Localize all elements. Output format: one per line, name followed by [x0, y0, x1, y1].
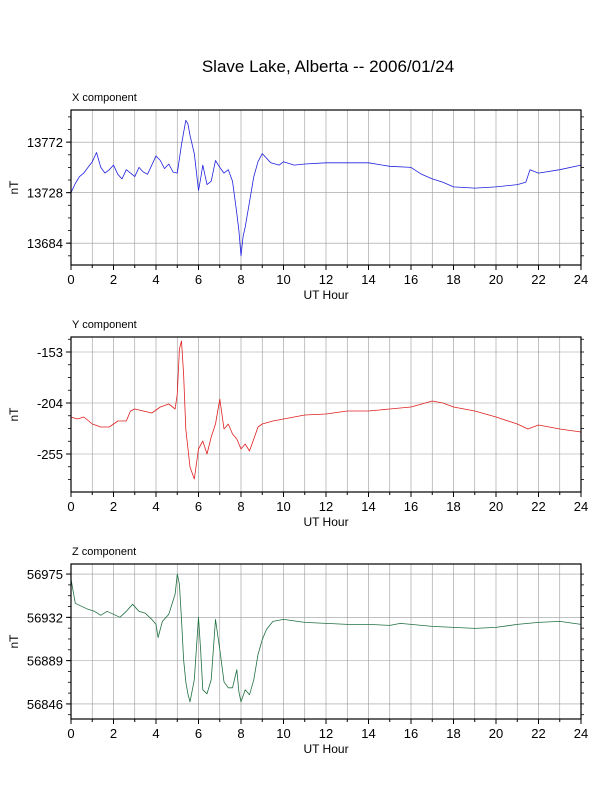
y-axis-label: nT — [7, 180, 21, 195]
y-tick-label: 56932 — [27, 610, 63, 625]
x-tick-label: 20 — [489, 272, 503, 287]
x-tick-label: 6 — [195, 499, 202, 514]
x-tick-label: 8 — [237, 499, 244, 514]
x-tick-label: 22 — [531, 726, 545, 741]
x-tick-label: 14 — [361, 499, 375, 514]
x-tick-label: 14 — [361, 726, 375, 741]
x-tick-label: 16 — [404, 272, 418, 287]
x-tick-label: 24 — [574, 272, 588, 287]
x-tick-label: 0 — [67, 726, 74, 741]
x-tick-label: 4 — [152, 272, 159, 287]
y-tick-label: -204 — [37, 396, 63, 411]
panel-label: Z component — [72, 546, 137, 558]
x-tick-label: 12 — [319, 726, 333, 741]
x-tick-label: 18 — [446, 272, 460, 287]
series-line — [70, 119, 582, 257]
x-tick-label: 24 — [574, 499, 588, 514]
y-tick-label: 13772 — [27, 135, 63, 150]
x-tick-label: 18 — [446, 726, 460, 741]
x-tick-label: 12 — [319, 499, 333, 514]
x-tick-label: 14 — [361, 272, 375, 287]
x-tick-label: 16 — [404, 726, 418, 741]
x-tick-label: 22 — [531, 499, 545, 514]
x-tick-label: 8 — [237, 726, 244, 741]
x-tick-label: 12 — [319, 272, 333, 287]
y-tick-label: -255 — [37, 447, 63, 462]
series-line — [70, 573, 582, 703]
y-tick-label: 56975 — [27, 567, 63, 582]
y-tick-label: 13684 — [27, 236, 63, 251]
x-tick-label: 6 — [195, 272, 202, 287]
x-tick-label: 2 — [110, 272, 117, 287]
x-tick-label: 6 — [195, 726, 202, 741]
panel-label: Y component — [72, 319, 137, 331]
x-tick-label: 20 — [489, 499, 503, 514]
y-tick-label: 56846 — [27, 697, 63, 712]
x-tick-label: 10 — [276, 272, 290, 287]
y-axis-label: nT — [7, 634, 21, 649]
x-tick-label: 4 — [152, 726, 159, 741]
x-tick-label: 10 — [276, 726, 290, 741]
x-tick-label: 2 — [110, 499, 117, 514]
x-tick-label: 20 — [489, 726, 503, 741]
y-axis-label: nT — [7, 407, 21, 422]
x-tick-label: 0 — [67, 499, 74, 514]
y-tick-label: 56889 — [27, 654, 63, 669]
x-axis-label: UT Hour — [303, 515, 348, 529]
page-title: Slave Lake, Alberta -- 2006/01/24 — [201, 57, 455, 76]
x-tick-label: 22 — [531, 272, 545, 287]
x-tick-label: 18 — [446, 499, 460, 514]
x-tick-label: 2 — [110, 726, 117, 741]
x-tick-label: 4 — [152, 499, 159, 514]
x-tick-label: 10 — [276, 499, 290, 514]
x-tick-label: 16 — [404, 499, 418, 514]
y-tick-label: 13728 — [27, 186, 63, 201]
y-tick-label: -153 — [37, 345, 63, 360]
x-axis-label: UT Hour — [303, 742, 348, 756]
x-tick-label: 24 — [574, 726, 588, 741]
x-tick-label: 0 — [67, 272, 74, 287]
z-component-chart: 0 2 4 6 8 10 12 14 16 18 20 22 245684656889569325697… — [7, 563, 588, 756]
x-axis-label: UT Hour — [303, 288, 348, 302]
x-tick-label: 8 — [237, 272, 244, 287]
panel-label: X component — [72, 92, 137, 104]
series-line — [70, 340, 582, 480]
